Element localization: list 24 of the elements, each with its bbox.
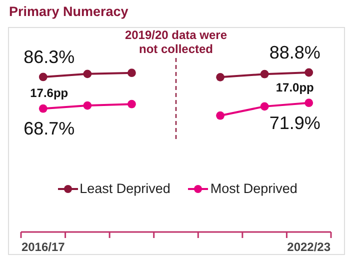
- legend-label: Most Deprived: [210, 181, 298, 196]
- chart-title: Primary Numeracy: [9, 4, 128, 19]
- point: [216, 72, 224, 82]
- x-tick-label: 2022/23: [287, 240, 331, 254]
- data-label: 86.3%: [24, 46, 75, 67]
- data-label: 71.9%: [269, 112, 320, 133]
- point: [83, 70, 92, 78]
- point: [38, 104, 48, 113]
- data-label: 68.7%: [24, 118, 75, 139]
- x-tick-label: 2016/17: [21, 240, 66, 254]
- point: [38, 72, 48, 82]
- point: [216, 111, 224, 120]
- point: [304, 68, 314, 77]
- text: 2019/20 data were not collected: [116, 28, 236, 56]
- annotation: 17.6pp: [30, 86, 68, 100]
- point: [304, 98, 314, 108]
- point: [128, 100, 136, 108]
- point: [260, 102, 269, 111]
- point: [128, 68, 136, 78]
- point: [260, 70, 269, 78]
- legend-label: Least Deprived: [80, 181, 170, 196]
- annotation: 17.0pp: [276, 80, 314, 95]
- data-label: 88.8%: [269, 42, 320, 62]
- point: [83, 101, 92, 110]
